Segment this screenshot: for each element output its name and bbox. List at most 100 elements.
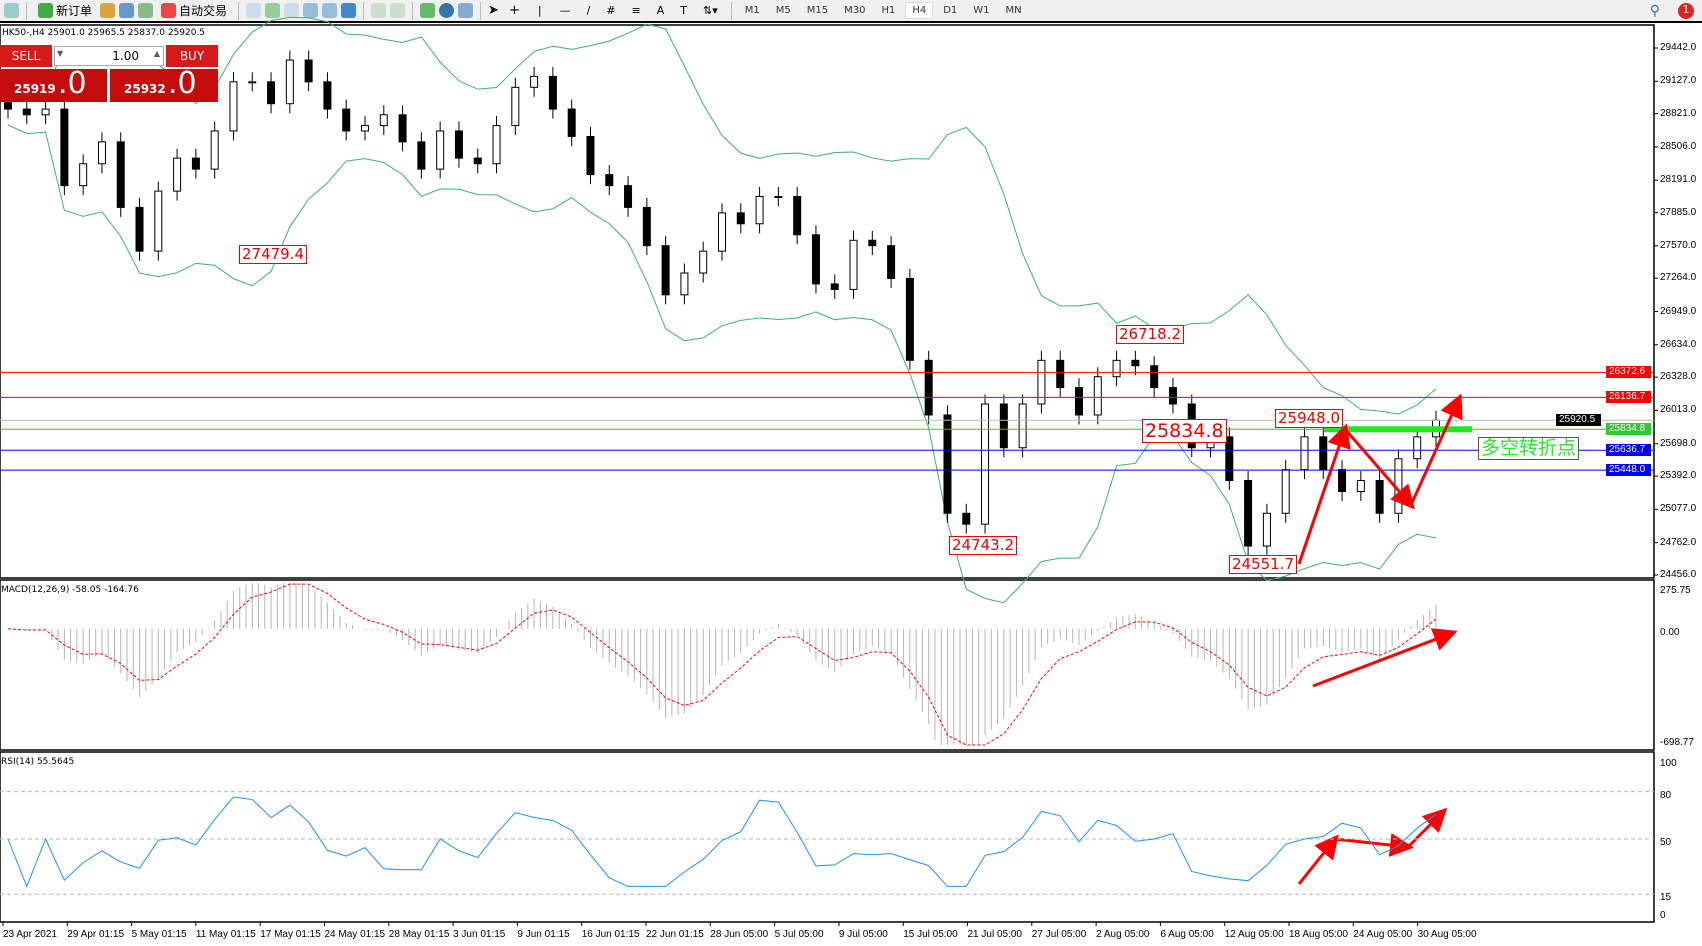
metaeditor-icon[interactable] bbox=[100, 3, 116, 18]
price-axis-label: 24456.0 bbox=[1660, 569, 1697, 580]
rsi-axis-label: 100 bbox=[1660, 758, 1677, 769]
candle-body bbox=[1319, 436, 1328, 471]
time-axis-label: 28 May 01:15 bbox=[388, 929, 450, 940]
time-axis-label: 24 May 01:15 bbox=[324, 929, 386, 940]
one-click-trading-panel: SELL ▼ 1.00 ▲ BUY 25919 .0 25932 .0 bbox=[0, 45, 218, 102]
price-annotation: 26718.2 bbox=[1116, 325, 1185, 344]
candle-body bbox=[868, 239, 877, 247]
price-axis-label: 25077.0 bbox=[1660, 503, 1697, 515]
timeframe-h1[interactable]: H1 bbox=[881, 5, 896, 16]
candle-body bbox=[624, 185, 633, 208]
buy-price-button[interactable]: 25932 .0 bbox=[110, 66, 218, 102]
tile-windows-icon[interactable] bbox=[341, 3, 357, 18]
candle-body bbox=[1375, 480, 1384, 514]
candle-body bbox=[323, 81, 332, 110]
timeframe-d1[interactable]: D1 bbox=[943, 5, 958, 16]
candle-body bbox=[981, 403, 990, 525]
notification-badge[interactable]: 1 bbox=[1678, 2, 1694, 19]
indicators-icon[interactable] bbox=[420, 3, 436, 18]
horizontal-line-icon[interactable]: — bbox=[559, 4, 571, 17]
navigator-icon[interactable] bbox=[119, 3, 135, 18]
price-axis-label: 27264.0 bbox=[1660, 272, 1697, 284]
candle-body bbox=[943, 414, 952, 514]
text-icon[interactable]: A bbox=[656, 4, 665, 17]
timeframe-m5[interactable]: M5 bbox=[775, 5, 791, 16]
price-axis-label: 28506.0 bbox=[1660, 140, 1697, 152]
auto-trading-button[interactable]: 自动交易 bbox=[157, 1, 231, 21]
trendline-icon[interactable]: / bbox=[586, 4, 591, 17]
timeframe-m30[interactable]: M30 bbox=[844, 5, 866, 16]
price-annotation: 25834.8 bbox=[1142, 419, 1227, 443]
trend-arrow bbox=[1406, 807, 1448, 849]
chart-shift-icon[interactable] bbox=[390, 3, 406, 18]
candle-body bbox=[999, 403, 1008, 449]
price-annotation: 27479.4 bbox=[239, 245, 308, 264]
candlestick-icon[interactable] bbox=[265, 3, 281, 18]
rsi-axis-label: 50 bbox=[1660, 837, 1672, 848]
candle-body bbox=[492, 125, 501, 165]
lot-size-input[interactable]: ▼ 1.00 ▲ bbox=[54, 46, 164, 66]
price-axis-label: 29127.0 bbox=[1660, 75, 1697, 87]
timeframe-w1[interactable]: W1 bbox=[973, 5, 990, 16]
timeframe-m15[interactable]: M15 bbox=[806, 5, 829, 16]
search-zoom-icon[interactable] bbox=[4, 3, 19, 18]
time-axis-label: 18 Aug 05:00 bbox=[1289, 929, 1348, 940]
candle-body bbox=[642, 206, 651, 247]
price-axis-label: 28191.0 bbox=[1660, 174, 1697, 186]
lot-decrease-icon[interactable]: ▼ bbox=[57, 49, 64, 58]
signals-icon[interactable] bbox=[138, 3, 154, 18]
candle-body bbox=[79, 163, 88, 187]
panel-frame-1 bbox=[0, 579, 1655, 751]
new-order-button[interactable]: 新订单 bbox=[34, 1, 96, 21]
candle-body bbox=[1338, 469, 1347, 493]
price-annotation: 24743.2 bbox=[949, 536, 1018, 555]
candle-body bbox=[793, 196, 802, 236]
search-icon[interactable]: ⚲ bbox=[1649, 2, 1660, 19]
candle-body bbox=[248, 81, 257, 84]
auto-trading-label: 自动交易 bbox=[179, 4, 228, 18]
candle-body bbox=[1225, 436, 1234, 482]
arrows-icon[interactable]: ⇅▾ bbox=[702, 4, 718, 17]
trend-arrow bbox=[1409, 393, 1463, 506]
trend-arrow bbox=[1297, 423, 1351, 565]
turning-point-label: 多空转折点 bbox=[1478, 437, 1580, 460]
text-label-icon[interactable]: T bbox=[680, 4, 687, 17]
candle-body bbox=[135, 206, 144, 252]
candle-body bbox=[417, 141, 426, 170]
sell-price-button[interactable]: 25919 .0 bbox=[0, 66, 107, 102]
lot-increase-icon[interactable]: ▲ bbox=[153, 49, 160, 58]
candle-body bbox=[1150, 365, 1159, 389]
candle-body bbox=[267, 81, 276, 105]
periods-clock-icon[interactable] bbox=[439, 3, 455, 18]
price-axis-label: 29442.0 bbox=[1660, 42, 1697, 53]
bar-chart-icon[interactable] bbox=[246, 3, 262, 18]
buy-button[interactable]: BUY bbox=[166, 45, 218, 67]
candle-body bbox=[191, 157, 200, 170]
timeframe-mn[interactable]: MN bbox=[1005, 5, 1022, 16]
candle-body bbox=[1056, 359, 1065, 389]
equidistant-channel-icon[interactable]: # bbox=[606, 4, 616, 17]
line-chart-icon[interactable] bbox=[284, 3, 300, 18]
templates-icon[interactable] bbox=[458, 3, 474, 18]
candle-body bbox=[755, 196, 764, 225]
zoom-in-icon[interactable] bbox=[303, 3, 319, 18]
fibonacci-icon[interactable]: ≡ bbox=[631, 4, 641, 17]
macd-signal-line bbox=[7, 583, 1437, 746]
bollinger-upper-band bbox=[7, 16, 1437, 415]
price-axis-label: 26634.0 bbox=[1660, 338, 1697, 350]
price-axis-label: 26013.0 bbox=[1660, 404, 1697, 416]
candle-body bbox=[97, 141, 106, 165]
cursor-icon[interactable]: ➤ bbox=[488, 3, 499, 18]
timeframe-m1[interactable]: M1 bbox=[744, 5, 760, 16]
candle-body bbox=[1093, 376, 1102, 416]
price-line-tag: 26372.6 bbox=[1606, 366, 1651, 379]
crosshair-icon[interactable]: + bbox=[508, 3, 520, 18]
zoom-out-icon[interactable] bbox=[322, 3, 338, 18]
price-line-tag: 25448.0 bbox=[1606, 464, 1651, 477]
sell-button[interactable]: SELL bbox=[0, 45, 52, 67]
vertical-line-icon[interactable]: | bbox=[537, 4, 542, 17]
timeframe-h4[interactable]: H4 bbox=[905, 2, 934, 19]
auto-scroll-icon[interactable] bbox=[371, 3, 387, 18]
candle-body bbox=[229, 81, 238, 132]
